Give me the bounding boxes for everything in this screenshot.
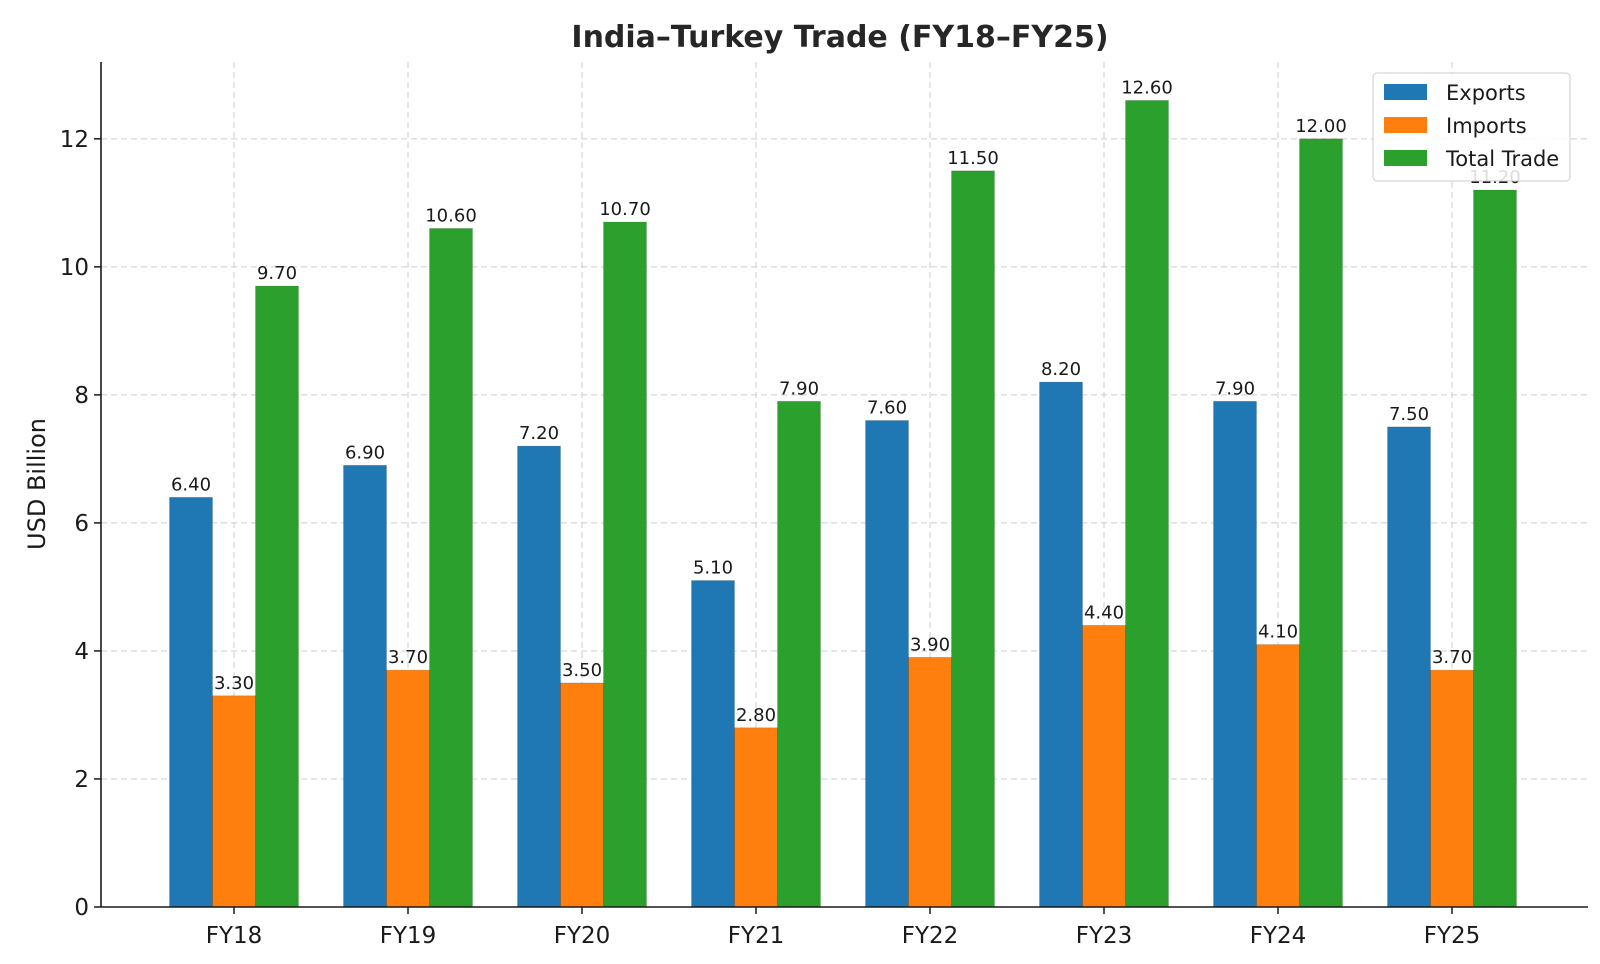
bar-imports bbox=[1430, 669, 1474, 908]
bar-imports bbox=[1256, 644, 1300, 908]
legend-entry-label: Exports bbox=[1446, 81, 1526, 105]
bar-total-trade bbox=[1473, 189, 1517, 908]
data-label: 3.90 bbox=[910, 634, 950, 655]
axes-group: 0 2 4 6 8 10 12 FY18 FY19 FY20 FY21 FY22 FY23 FY24 FY2… bbox=[60, 62, 1588, 949]
grid-lines bbox=[101, 62, 1588, 907]
bar-total-trade bbox=[429, 228, 473, 908]
data-label: 2.80 bbox=[736, 705, 776, 726]
y-tick-label: 12 bbox=[60, 127, 89, 153]
x-tick-label: FY20 bbox=[554, 923, 611, 949]
data-label: 4.10 bbox=[1258, 622, 1298, 643]
bar-total-trade bbox=[1125, 100, 1169, 908]
bar-exports bbox=[865, 420, 909, 908]
data-label: 6.40 bbox=[171, 474, 211, 495]
data-label: 9.70 bbox=[257, 263, 297, 284]
data-label: 5.10 bbox=[693, 558, 733, 579]
bar-total-trade bbox=[777, 400, 821, 908]
y-tick-label: 6 bbox=[74, 511, 89, 537]
x-tick-label: FY23 bbox=[1076, 923, 1133, 949]
bar-imports bbox=[734, 727, 778, 908]
bar-imports bbox=[560, 682, 604, 908]
bar-total-trade bbox=[603, 221, 647, 908]
data-label: 12.00 bbox=[1295, 116, 1347, 137]
bar-exports bbox=[1213, 400, 1257, 908]
bar-exports bbox=[691, 580, 735, 908]
y-axis-label: USD Billion bbox=[23, 418, 51, 550]
y-tick-label: 2 bbox=[74, 767, 89, 793]
bar-total-trade bbox=[951, 170, 995, 908]
x-tick-label: FY22 bbox=[902, 923, 959, 949]
bar-exports bbox=[169, 496, 213, 908]
data-label: 11.50 bbox=[947, 148, 999, 169]
legend-swatch bbox=[1384, 150, 1427, 166]
data-label: 3.50 bbox=[562, 660, 602, 681]
bar-total-trade bbox=[255, 285, 299, 908]
data-labels-group: 6.40 6.90 7.20 5.10 7.60 8.20 7.90 7.50 3.30 3.70… bbox=[171, 77, 1521, 725]
x-tick-label: FY25 bbox=[1424, 923, 1481, 949]
legend-entry-label: Imports bbox=[1446, 114, 1527, 138]
data-label: 3.70 bbox=[1432, 647, 1472, 668]
bar-exports bbox=[1039, 381, 1083, 908]
bar-total-trade bbox=[1299, 138, 1343, 908]
data-label: 3.70 bbox=[388, 647, 428, 668]
y-tick-label: 8 bbox=[74, 383, 89, 409]
bar-imports bbox=[386, 669, 430, 908]
x-tick-label: FY21 bbox=[728, 923, 785, 949]
legend-entry-label: Total Trade bbox=[1445, 147, 1559, 171]
data-label: 3.30 bbox=[214, 673, 254, 694]
data-label: 4.40 bbox=[1084, 602, 1124, 623]
data-label: 10.70 bbox=[599, 199, 651, 220]
bar-exports bbox=[517, 445, 561, 908]
data-label: 7.90 bbox=[779, 378, 819, 399]
data-label: 6.90 bbox=[345, 442, 385, 463]
y-tick-label: 4 bbox=[74, 639, 89, 665]
chart-title: India–Turkey Trade (FY18–FY25) bbox=[571, 20, 1108, 55]
data-label: 8.20 bbox=[1041, 359, 1081, 380]
legend-swatch bbox=[1384, 117, 1427, 133]
data-label: 12.60 bbox=[1121, 77, 1173, 98]
data-label: 7.60 bbox=[867, 397, 907, 418]
x-tick-label: FY19 bbox=[380, 923, 437, 949]
bar-exports bbox=[343, 464, 387, 908]
x-tick-label: FY18 bbox=[206, 923, 263, 949]
y-tick-label: 10 bbox=[60, 255, 89, 281]
bar-imports bbox=[1082, 624, 1126, 908]
data-label: 7.90 bbox=[1215, 378, 1255, 399]
bars-group bbox=[169, 100, 1517, 908]
data-label: 10.60 bbox=[425, 205, 477, 226]
bar-imports bbox=[212, 695, 256, 908]
x-tick-label: FY24 bbox=[1250, 923, 1307, 949]
bar-exports bbox=[1387, 426, 1431, 908]
y-tick-label: 0 bbox=[74, 895, 89, 921]
data-label: 7.50 bbox=[1389, 404, 1429, 425]
legend-swatch bbox=[1384, 84, 1427, 100]
bar-imports bbox=[908, 656, 952, 908]
legend: Exports Imports Total Trade bbox=[1372, 72, 1571, 182]
data-label: 7.20 bbox=[519, 423, 559, 444]
